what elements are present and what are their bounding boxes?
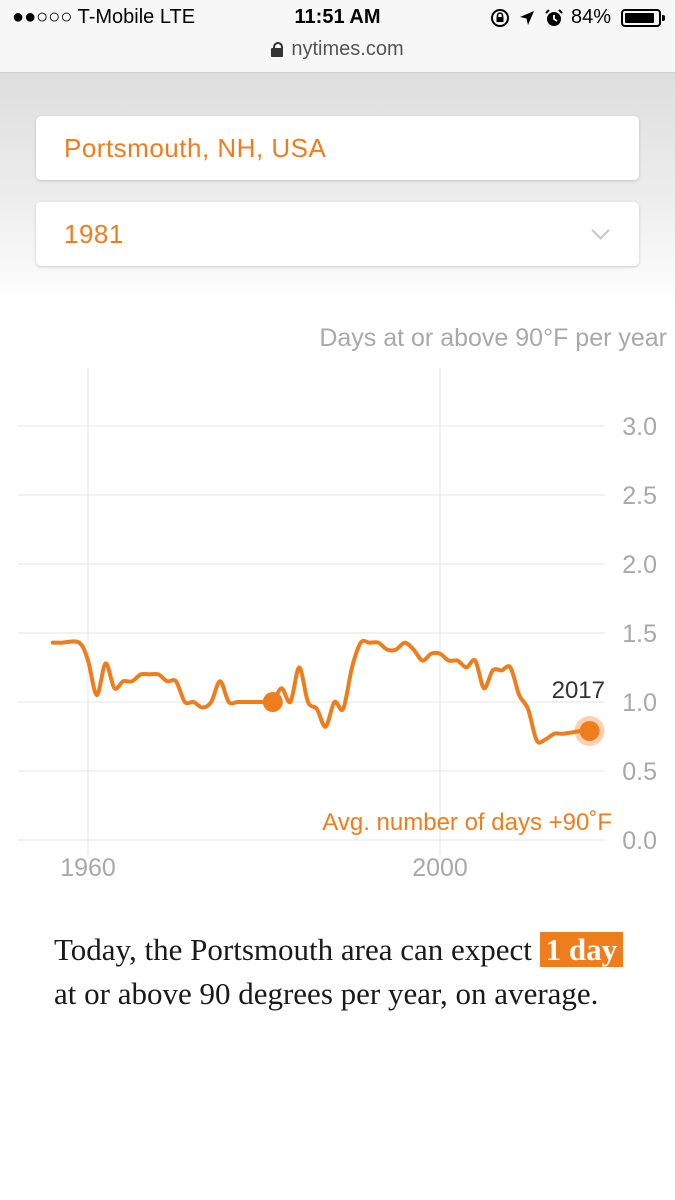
x-tick-label: 1960 (60, 854, 116, 882)
end-point (579, 720, 600, 741)
series-line (50, 638, 592, 745)
x-tick-label: 2000 (412, 854, 468, 882)
selected-year-point (262, 692, 283, 712)
rotation-lock-icon (490, 8, 509, 27)
y-tick-label: 2.0 (622, 551, 657, 579)
alarm-icon (545, 8, 563, 26)
series-label: Avg. number of days +90˚F (322, 809, 612, 836)
url-text: nytimes.com (291, 38, 404, 60)
y-tick-label: 1.0 (622, 689, 657, 717)
status-bar: ●●○○○ T-Mobile LTE 11:51 AM 84% nytimes.… (0, 0, 675, 73)
days-highlight: 1 day (539, 932, 624, 967)
line-chart: 0.0 0.5 1.0 1.5 2.0 2.5 3.0 1960 2000 Avg. number… (18, 368, 657, 882)
clock: 11:51 AM (294, 6, 381, 28)
location-arrow-icon (519, 10, 534, 25)
y-tick-label: 0.0 (622, 827, 657, 855)
chevron-down-icon (591, 221, 610, 240)
city-value: Portsmouth, NH, USA (64, 133, 327, 163)
summary-text: Today, the Portsmouth area can expect 1 … (54, 928, 634, 1016)
y-tick-label: 0.5 (622, 758, 657, 786)
city-search-input[interactable]: Portsmouth, NH, USA (36, 116, 639, 180)
chart-title: Days at or above 90°F per year (319, 324, 667, 352)
carrier-signal: ●●○○○ T-Mobile LTE (12, 6, 196, 28)
address-bar[interactable]: nytimes.com (0, 38, 675, 61)
y-tick-label: 1.5 (622, 620, 657, 648)
battery-percent: 84% (570, 6, 611, 28)
status-icons: 84% (489, 6, 665, 29)
end-year-label: 2017 (552, 677, 605, 704)
lock-icon (271, 42, 284, 57)
year-value: 1981 (64, 219, 124, 249)
y-tick-label: 3.0 (622, 413, 657, 441)
y-tick-label: 2.5 (622, 482, 657, 510)
controls-panel (0, 73, 675, 308)
battery-icon (621, 8, 665, 27)
year-select[interactable]: 1981 (36, 202, 639, 266)
